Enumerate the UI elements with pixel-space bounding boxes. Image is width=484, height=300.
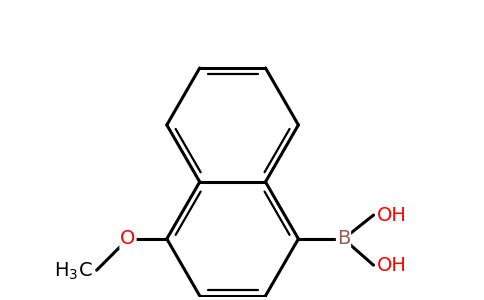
Text: B: B	[337, 230, 350, 248]
Text: OH: OH	[377, 256, 407, 275]
Text: OH: OH	[377, 206, 407, 225]
Text: O: O	[121, 230, 136, 248]
Text: H$_3$C: H$_3$C	[54, 261, 92, 282]
